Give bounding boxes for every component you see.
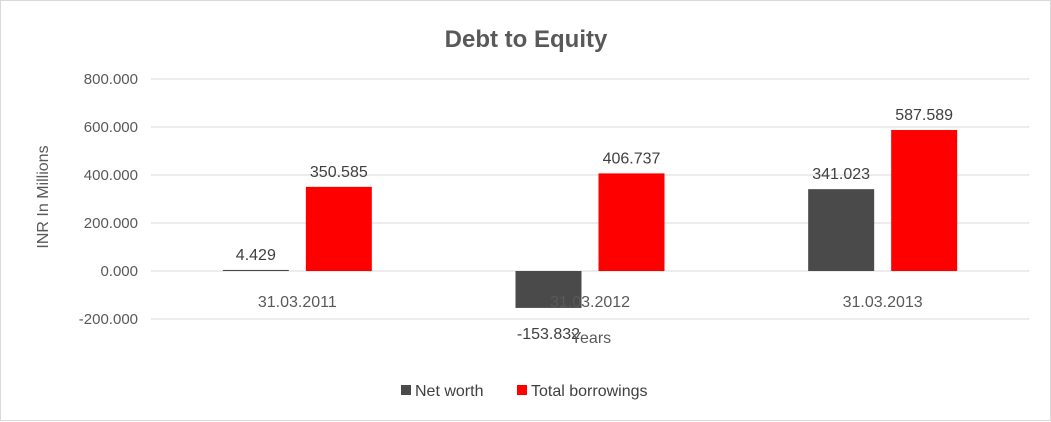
y-tick-label: -200.000 — [79, 311, 138, 328]
chart-title: Debt to Equity — [445, 26, 608, 53]
legend-label: Net worth — [415, 383, 483, 400]
legend-label: Total borrowings — [531, 383, 648, 400]
bar — [305, 186, 372, 271]
bar — [222, 269, 289, 271]
data-label: 4.429 — [236, 247, 276, 264]
x-tick-label: 31.03.2011 — [258, 294, 337, 311]
y-tick-label: 400.000 — [84, 167, 138, 184]
bar — [515, 271, 582, 308]
y-tick-label: 200.000 — [84, 215, 138, 232]
data-labels: 4.429 350.585 -153.832 406.737 341.023 587.58… — [236, 107, 953, 343]
y-tick-label: 800.000 — [84, 71, 138, 88]
bar — [598, 173, 665, 271]
bar — [808, 189, 875, 271]
y-tick-label: 600.000 — [84, 119, 138, 136]
data-label: 350.585 — [310, 164, 368, 181]
x-axis-ticks: 31.03.2011 31.03.2012 31.03.2013 — [258, 294, 923, 311]
legend-swatch — [517, 385, 527, 395]
bars — [222, 129, 958, 308]
gridlines — [151, 78, 1029, 320]
y-axis-title: INR In Millions — [35, 145, 52, 248]
legend: Net worth Total borrowings — [401, 383, 648, 400]
bar — [891, 129, 958, 271]
data-label: 406.737 — [603, 150, 661, 167]
legend-swatch — [401, 385, 411, 395]
data-label: 341.023 — [812, 166, 870, 183]
data-label: -153.832 — [517, 326, 580, 343]
x-tick-label: 31.03.2012 — [550, 294, 630, 311]
y-tick-label: 0.000 — [100, 263, 138, 280]
x-axis-title: Years — [571, 330, 611, 347]
x-tick-label: 31.03.2013 — [843, 294, 923, 311]
data-label: 587.589 — [895, 107, 953, 124]
y-axis-ticks: -200.000 0.000 200.000 400.000 600.000 800.00… — [79, 71, 138, 328]
